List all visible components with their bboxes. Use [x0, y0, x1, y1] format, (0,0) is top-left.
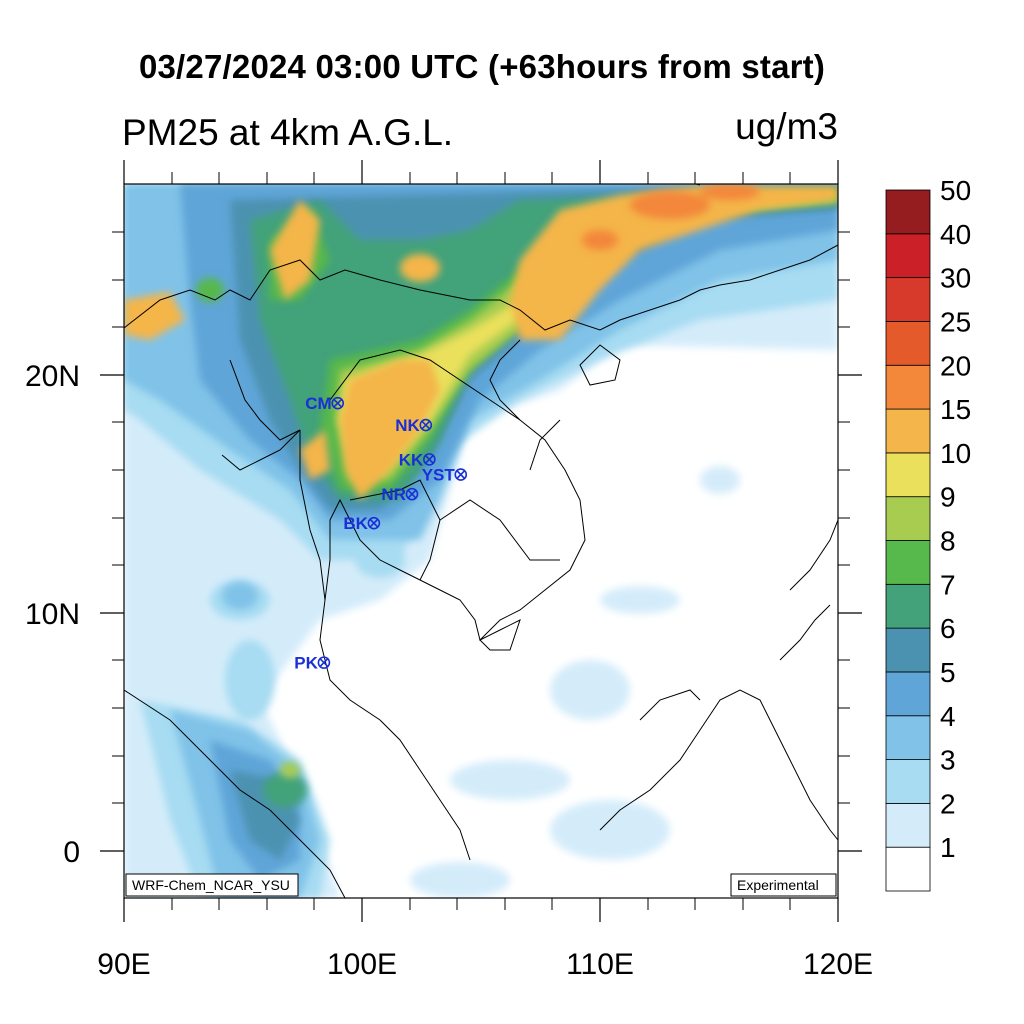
station-label: YST: [422, 466, 456, 485]
colorbar-swatch: [885, 233, 931, 279]
colorbar-swatch: [885, 408, 931, 454]
colorbar-swatch: [885, 189, 931, 235]
station-marker: YST: [422, 466, 468, 485]
station-symbol: [454, 468, 468, 481]
pm25-field: [124, 184, 838, 898]
colorbar-label: 30: [940, 263, 971, 294]
coastlines: [124, 184, 838, 898]
station-marker: PK: [294, 654, 331, 673]
colorbar-swatch: [885, 715, 931, 760]
units-label: ug/m3: [735, 106, 838, 147]
colorbar-label: 9: [940, 482, 956, 513]
station-marker: BK: [343, 514, 381, 533]
y-tick-label: 0: [63, 836, 80, 869]
x-tick-label: 100E: [327, 948, 397, 981]
colorbar-swatch: [885, 496, 931, 541]
station-label: KK: [399, 450, 424, 469]
station-marker: KK: [399, 450, 436, 469]
station-label: PK: [294, 654, 318, 673]
y-tick-label: 20N: [25, 360, 80, 393]
colorbar-swatch: [885, 452, 931, 498]
colorbar-label: 40: [940, 219, 971, 250]
colorbar-label: 6: [940, 613, 956, 644]
station-symbol: [317, 656, 331, 669]
colorbar-swatch: [885, 802, 931, 848]
plot-title: 03/27/2024 03:00 UTC (+63hours from star…: [138, 48, 826, 85]
colorbar-label: 4: [940, 701, 956, 732]
station-label: NK: [395, 416, 420, 435]
x-tick-label: 110E: [566, 948, 634, 981]
model-label-box: WRF-Chem_NCAR_YSU: [125, 873, 299, 897]
colorbar-swatch: [885, 583, 931, 629]
colorbar: 1 2 3 4 5 6 7 8 9 10 15 20 25 30 40 50: [885, 175, 971, 892]
station-symbol: [367, 516, 381, 530]
colorbar-label: 1: [940, 832, 956, 863]
colorbar-label: 20: [940, 350, 971, 381]
colorbar-swatch: [885, 759, 931, 804]
colorbar-label: 25: [940, 306, 971, 337]
colorbar-swatch: [885, 671, 931, 717]
colorbar-swatch: [885, 321, 931, 366]
station-symbol: [331, 396, 345, 410]
station-marker: CM: [305, 394, 345, 413]
station-label: CM: [305, 394, 331, 413]
colorbar-label: 10: [940, 438, 971, 469]
colorbar-label: 3: [940, 745, 956, 776]
colorbar-swatch: [885, 364, 931, 410]
station-symbol: [419, 418, 433, 432]
model-label: WRF-Chem_NCAR_YSU: [132, 877, 290, 893]
colorbar-label: 50: [940, 175, 971, 206]
colorbar-label: 15: [940, 394, 971, 425]
colorbar-swatch: [885, 277, 931, 322]
station-label: NR: [381, 485, 406, 504]
variable-label: PM25 at 4km A.G.L.: [122, 112, 454, 153]
colorbar-label: 8: [940, 526, 956, 557]
colorbar-label: 2: [940, 788, 956, 819]
station-symbol: [405, 487, 419, 501]
x-tick-label: 90E: [97, 948, 150, 981]
x-tick-label: 120E: [803, 948, 873, 981]
station-label: BK: [343, 514, 368, 533]
station-marker: NR: [381, 485, 419, 504]
tick-marks: [100, 160, 862, 922]
experimental-label-box: Experimental: [730, 873, 837, 897]
experimental-label: Experimental: [737, 877, 819, 893]
colorbar-swatch: [885, 846, 931, 892]
colorbar-swatch: [885, 540, 931, 585]
colorbar-label: 7: [940, 569, 956, 600]
plot-frame: [123, 183, 839, 899]
colorbar-label: 5: [940, 657, 956, 688]
station-symbol: [423, 453, 436, 466]
station-marker: NK: [395, 416, 433, 435]
colorbar-swatch: [885, 627, 931, 673]
y-tick-label: 10N: [25, 598, 80, 631]
